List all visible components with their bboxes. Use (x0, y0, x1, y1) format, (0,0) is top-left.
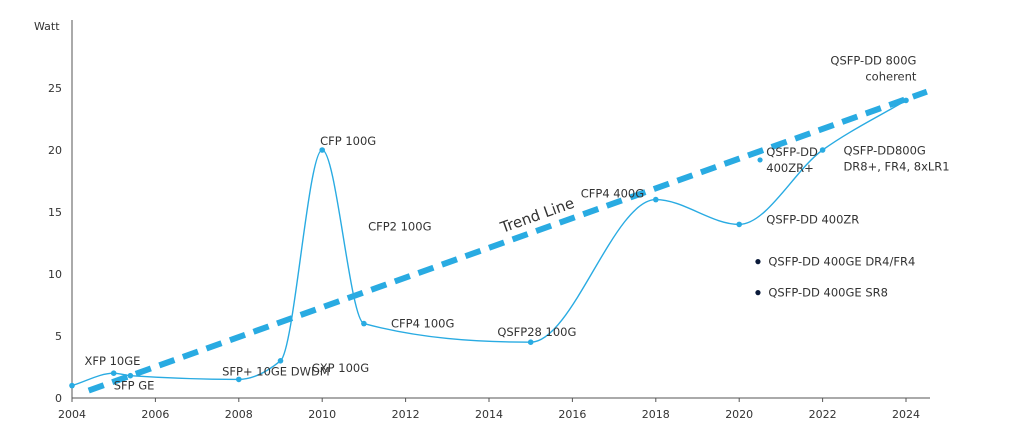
data-point (236, 376, 242, 383)
y-tick-label: 20 (48, 144, 62, 157)
data-label-line: QSFP-DD (766, 145, 818, 159)
data-label-line: QSFP-DD800G (843, 143, 925, 157)
y-tick-label: 15 (48, 206, 62, 219)
data-point (903, 97, 909, 104)
data-label-line: coherent (865, 69, 917, 83)
data-label: CFP 100G (320, 134, 376, 148)
data-label: CXP 100G (312, 361, 369, 375)
y-tick-label: 0 (55, 392, 62, 405)
data-label-line: DR8+, FR4, 8xLR1 (843, 159, 949, 173)
x-tick-label: 2008 (225, 408, 253, 421)
extra-data-point (757, 157, 763, 163)
axes (71, 20, 930, 399)
data-point (277, 358, 284, 364)
x-ticks: 2004 2006 2008 2010 2012 2014 2016 2018 2020 2022… (58, 398, 920, 421)
y-tick-label: 25 (48, 82, 62, 95)
y-ticks: 0 5 10 15 20 25 (48, 82, 62, 405)
data-label: SFP+ 10GE DWDM (222, 364, 330, 378)
data-label: SFP GE (114, 379, 155, 393)
x-tick-label: 2004 (58, 408, 86, 421)
data-label: QSFP28 100G (497, 325, 576, 339)
data-point (319, 147, 326, 153)
y-tick-label: 5 (55, 330, 62, 343)
data-label: QSFP-DD 400ZR (766, 212, 859, 226)
x-tick-label: 2024 (892, 408, 920, 421)
data-label: CFP2 100G (368, 220, 431, 234)
data-label: QSFP-DD800G DR8+, FR4, 8xLR1 (843, 143, 949, 173)
data-point (527, 339, 534, 346)
data-label: QSFP-DD 400GE SR8 (768, 286, 888, 300)
x-tick-label: 2020 (725, 408, 753, 421)
data-point (653, 196, 659, 203)
data-point (819, 147, 826, 153)
y-tick-label: 10 (48, 268, 62, 281)
x-tick-label: 2022 (809, 408, 837, 421)
data-label: CFP4 400G (581, 187, 644, 201)
trend-line (87, 88, 928, 394)
x-tick-label: 2012 (392, 408, 420, 421)
data-label-line: 400ZR+ (766, 161, 813, 175)
data-point (69, 382, 75, 389)
data-point (361, 320, 367, 327)
extra-data-point (755, 259, 761, 265)
data-label: QSFP-DD 400ZR+ (766, 145, 818, 175)
y-axis-label: Watt (34, 20, 60, 33)
x-tick-label: 2010 (308, 408, 336, 421)
data-points (69, 97, 909, 389)
x-tick-label: 2014 (475, 408, 503, 421)
x-tick-label: 2018 (642, 408, 670, 421)
data-label: XFP 10GE (85, 354, 141, 368)
data-point (110, 370, 117, 377)
data-point (736, 221, 742, 228)
x-tick-label: 2016 (558, 408, 586, 421)
x-tick-label: 2006 (141, 408, 169, 421)
extra-data-point (755, 290, 761, 296)
data-label: CFP4 100G (391, 317, 454, 331)
data-label: QSFP-DD 800G coherent (830, 53, 917, 83)
data-point (127, 372, 134, 379)
data-label-line: QSFP-DD 800G (830, 53, 916, 67)
data-label: QSFP-DD 400GE DR4/FR4 (768, 255, 915, 269)
